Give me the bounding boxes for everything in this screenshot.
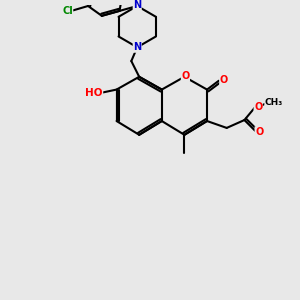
- Text: HO: HO: [85, 88, 103, 98]
- Text: Cl: Cl: [62, 6, 73, 16]
- Text: O: O: [181, 71, 190, 81]
- Text: O: O: [220, 75, 228, 85]
- Text: CH₃: CH₃: [265, 98, 283, 107]
- Text: O: O: [255, 127, 263, 137]
- Text: N: N: [133, 42, 141, 52]
- Text: N: N: [133, 0, 141, 10]
- Text: O: O: [254, 102, 262, 112]
